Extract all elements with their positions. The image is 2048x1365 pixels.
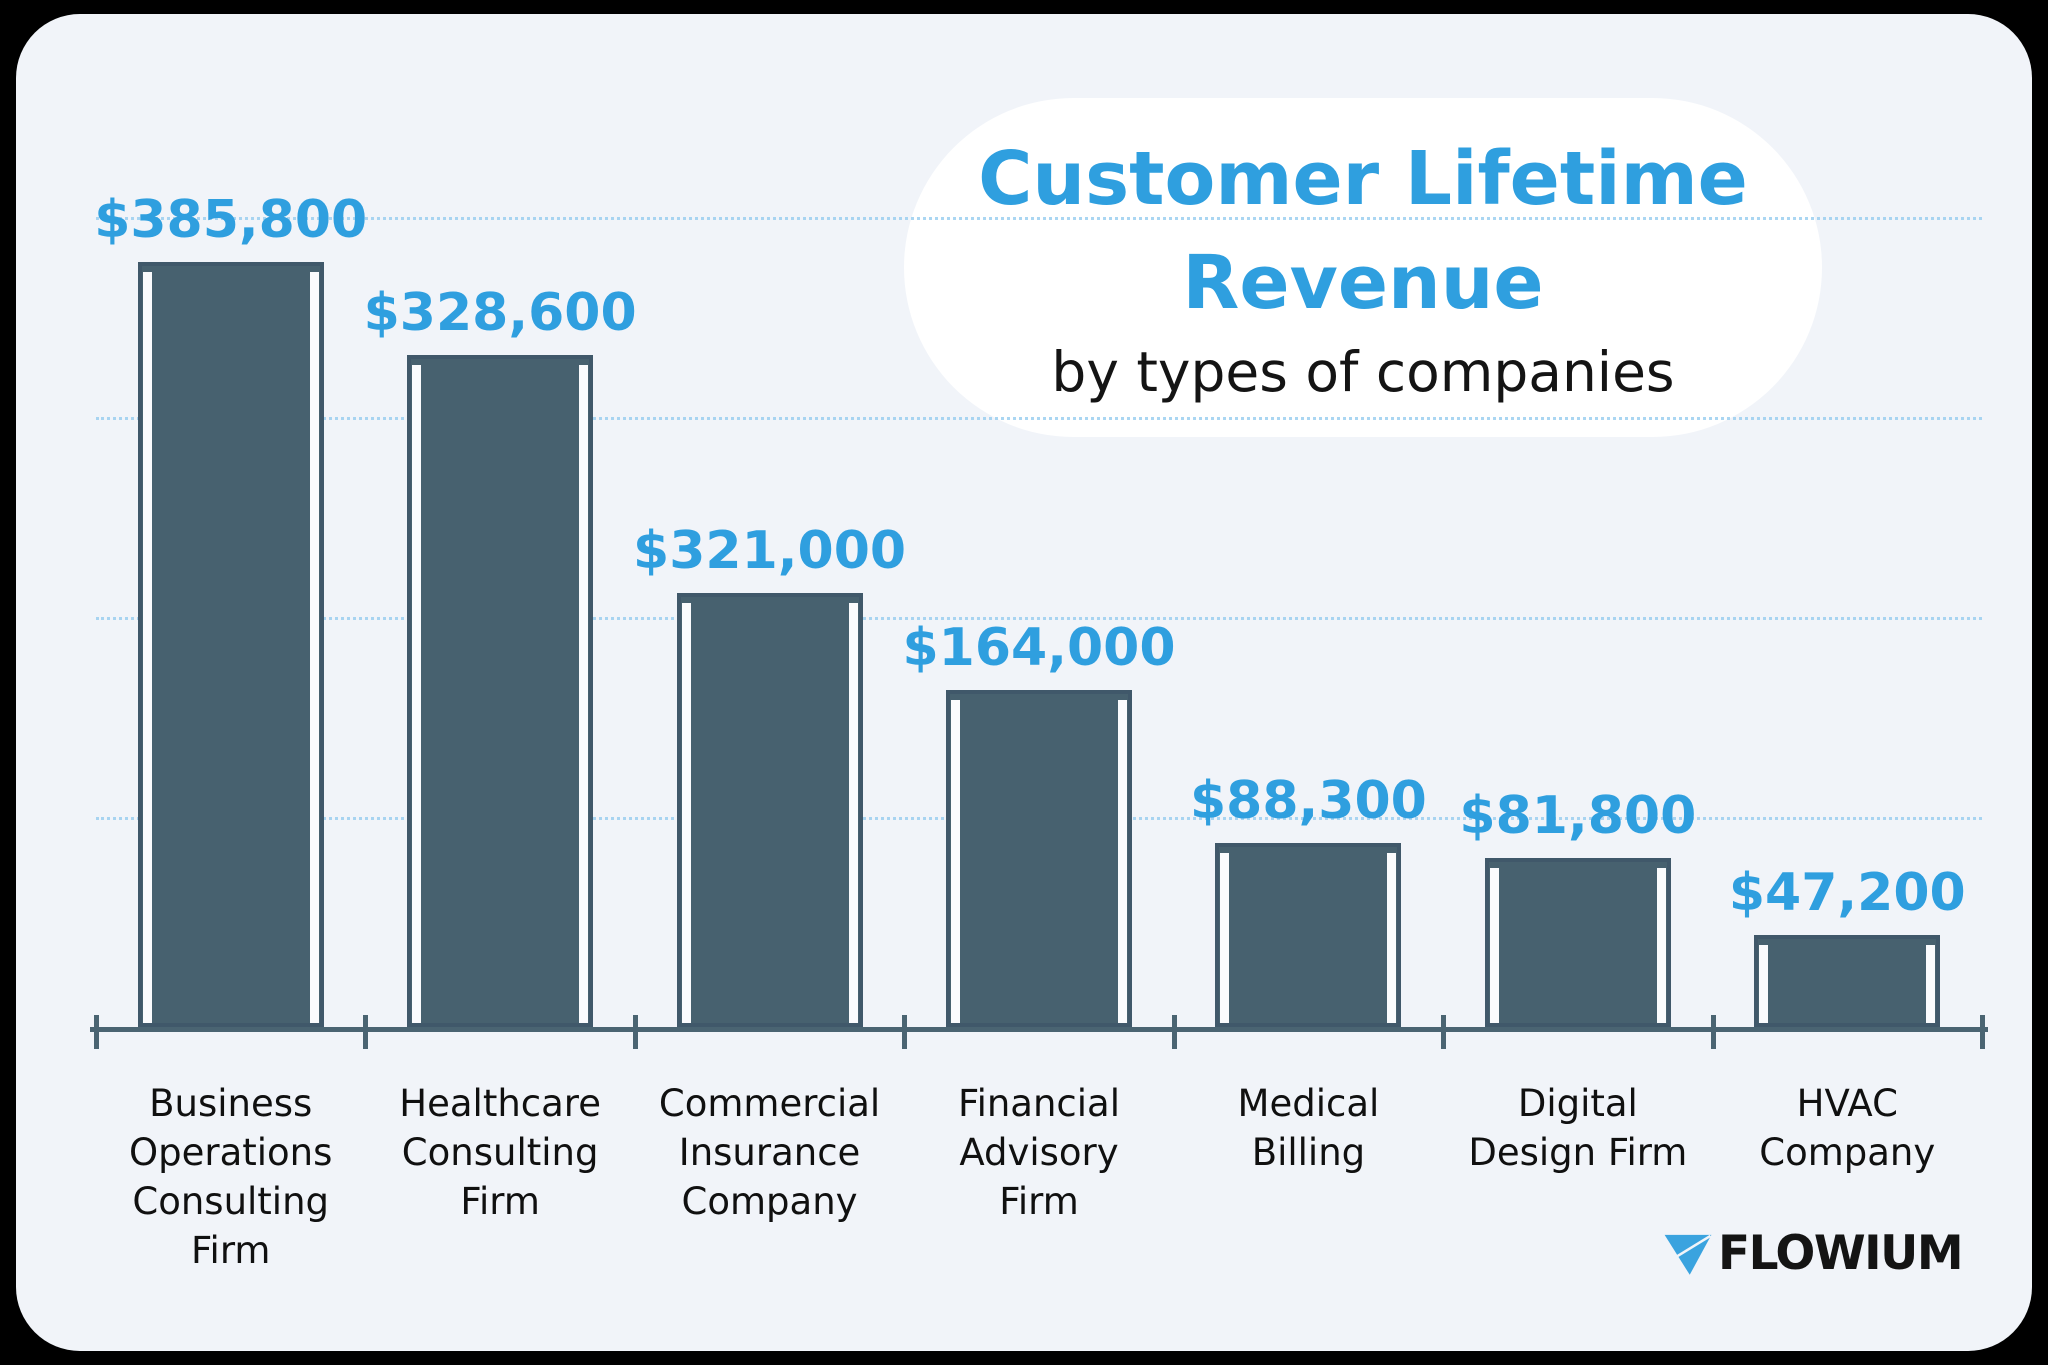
category-label-line: Design Firm (1468, 1131, 1688, 1174)
bar (137, 262, 324, 1027)
x-axis-tick (1441, 1015, 1447, 1049)
category-label-line: Medical (1237, 1082, 1380, 1125)
category-label-line: Firm (460, 1180, 540, 1223)
category-label-line: Firm (190, 1229, 271, 1272)
category-label: HVAC Company (1703, 1079, 1992, 1177)
flowium-wordmark: FLOWIUM (1718, 1226, 1964, 1281)
logo-triangle-shape (1664, 1234, 1712, 1275)
x-axis (90, 1027, 1988, 1032)
chart-subtitle: by types of companies (1051, 339, 1675, 404)
category-label-line: Business (149, 1082, 313, 1125)
category-label-line: Healthcare (399, 1082, 601, 1125)
category-label-line: HVAC (1796, 1082, 1898, 1125)
x-axis-tick (632, 1015, 638, 1049)
category-label-line: Billing (1251, 1131, 1366, 1174)
category-label-line: Operations (128, 1131, 333, 1174)
bar (407, 355, 594, 1027)
category-label: Medical Billing (1164, 1079, 1453, 1177)
category-label-line: Advisory (959, 1131, 1119, 1174)
x-axis-tick (902, 1015, 908, 1049)
category-label-line: Company (681, 1180, 858, 1223)
bar-value-label: $81,800 (1459, 786, 1697, 846)
category-label-line: Consulting (401, 1131, 599, 1174)
gridline (96, 617, 1982, 620)
category-label: Financial Advisory Firm (894, 1079, 1183, 1226)
x-axis-tick (1171, 1015, 1177, 1049)
title-blob: Customer Lifetime Revenue by types of co… (904, 98, 1822, 437)
bar (1215, 843, 1402, 1027)
bar-value-label: $47,200 (1728, 863, 1966, 923)
category-label: Digital Design Firm (1433, 1079, 1722, 1177)
bar (1754, 935, 1941, 1027)
category-label-line: Financial (957, 1082, 1121, 1125)
category-label-line: Commercial (658, 1082, 881, 1125)
category-label: Commercial Insurance Company (625, 1079, 914, 1226)
category-label-line: Digital (1517, 1082, 1638, 1125)
flowium-logo: FLOWIUM (1662, 1226, 1964, 1281)
bar-value-label: $164,000 (902, 618, 1176, 678)
chart-title-line2: Revenue (1182, 239, 1544, 326)
bar (676, 593, 863, 1027)
bar-value-label: $328,600 (363, 283, 637, 343)
chart-title-line1: Customer Lifetime (978, 135, 1748, 222)
category-label-line: Consulting (132, 1180, 330, 1223)
gridline (96, 417, 1982, 420)
category-label: Healthcare Consulting Firm (355, 1079, 644, 1226)
bar (946, 690, 1132, 1027)
x-axis-tick (363, 1015, 369, 1049)
x-axis-tick (1980, 1015, 1985, 1049)
x-axis-tick (94, 1015, 99, 1049)
x-axis-tick (1710, 1015, 1716, 1049)
category-label-line: Firm (999, 1180, 1079, 1223)
category-label: Business Operations Consulting Firm (86, 1079, 375, 1275)
bar-value-label: $88,300 (1190, 771, 1427, 831)
bar-value-label: $321,000 (633, 521, 907, 581)
bar-value-label: $385,800 (94, 190, 368, 250)
gridline (96, 217, 1982, 220)
flowium-triangle-icon (1664, 1234, 1712, 1275)
category-label-line: Company (1759, 1131, 1936, 1174)
logo-triangle-slit (1671, 1234, 1712, 1261)
bar (1484, 858, 1671, 1027)
category-label-line: Insurance (678, 1131, 861, 1174)
